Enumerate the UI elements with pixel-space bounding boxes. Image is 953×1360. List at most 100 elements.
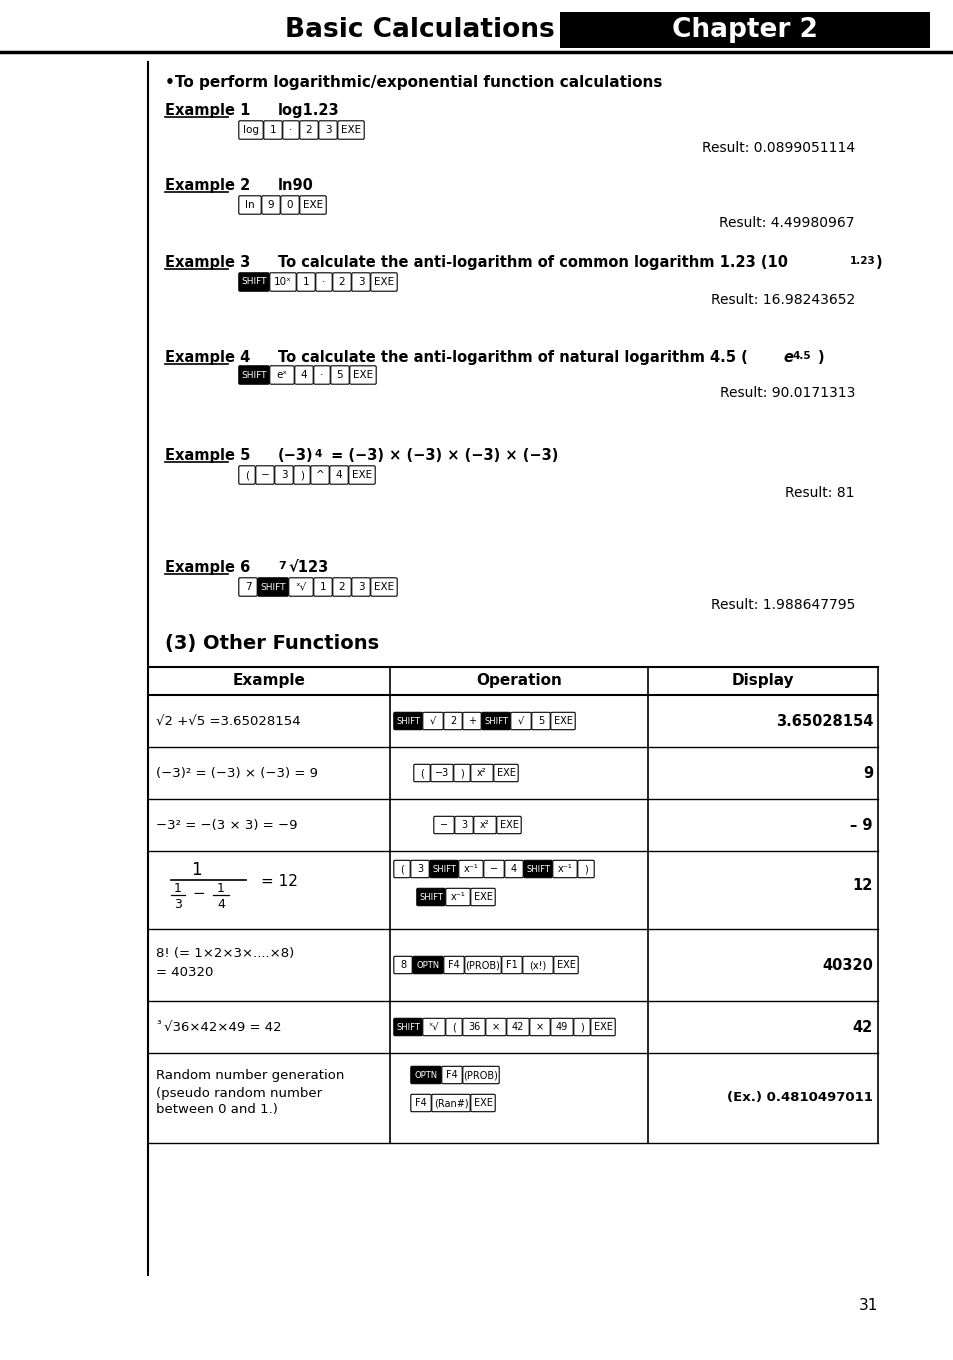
Text: SHIFT: SHIFT — [260, 582, 286, 592]
FancyBboxPatch shape — [471, 764, 493, 782]
Text: ·: · — [289, 125, 293, 135]
Text: 40320: 40320 — [821, 957, 872, 972]
FancyBboxPatch shape — [422, 713, 443, 730]
Text: x²: x² — [479, 820, 489, 830]
Text: (Ex.) 0.4810497011: (Ex.) 0.4810497011 — [726, 1092, 872, 1104]
Text: 3: 3 — [324, 125, 331, 135]
Text: 10ˣ: 10ˣ — [274, 277, 292, 287]
Text: F1: F1 — [506, 960, 517, 970]
Text: x⁻¹: x⁻¹ — [450, 892, 465, 902]
Text: Example 5: Example 5 — [165, 447, 250, 462]
Text: SHIFT: SHIFT — [418, 892, 442, 902]
Text: 5: 5 — [537, 715, 543, 726]
Text: SHIFT: SHIFT — [395, 717, 419, 725]
Text: x²: x² — [476, 768, 486, 778]
FancyBboxPatch shape — [257, 578, 288, 596]
Text: (: ( — [452, 1021, 456, 1032]
FancyBboxPatch shape — [394, 956, 412, 974]
Text: x⁻¹: x⁻¹ — [463, 864, 477, 874]
FancyBboxPatch shape — [506, 1019, 529, 1036]
Text: +: + — [468, 715, 476, 726]
Text: EXE: EXE — [374, 582, 394, 592]
Text: SHIFT: SHIFT — [241, 370, 267, 379]
FancyBboxPatch shape — [464, 956, 500, 974]
FancyBboxPatch shape — [371, 578, 396, 596]
FancyBboxPatch shape — [371, 273, 396, 291]
FancyBboxPatch shape — [504, 861, 522, 877]
Text: Basic Calculations: Basic Calculations — [285, 18, 555, 44]
Text: 3: 3 — [173, 898, 182, 910]
FancyBboxPatch shape — [352, 578, 370, 596]
FancyBboxPatch shape — [331, 366, 349, 385]
FancyBboxPatch shape — [497, 816, 520, 834]
Text: 4: 4 — [511, 864, 517, 874]
FancyBboxPatch shape — [394, 861, 410, 877]
Text: F4: F4 — [415, 1098, 426, 1108]
Text: Example 4: Example 4 — [165, 350, 250, 364]
Text: ): ) — [875, 256, 882, 271]
Text: = 12: = 12 — [261, 874, 297, 889]
Text: x⁻¹: x⁻¹ — [558, 864, 572, 874]
Text: (−3): (−3) — [277, 447, 314, 462]
Text: 3: 3 — [280, 471, 287, 480]
FancyBboxPatch shape — [481, 713, 510, 730]
Text: 42: 42 — [852, 1020, 872, 1035]
Text: Operation: Operation — [476, 673, 561, 688]
Text: (x!): (x!) — [529, 960, 546, 970]
FancyBboxPatch shape — [430, 861, 457, 877]
FancyBboxPatch shape — [264, 121, 282, 139]
Text: ·: · — [322, 277, 325, 287]
Text: −3² = −(3 × 3) = −9: −3² = −(3 × 3) = −9 — [156, 819, 297, 831]
Text: ×: × — [536, 1021, 543, 1032]
FancyBboxPatch shape — [311, 465, 329, 484]
Text: 0: 0 — [287, 200, 293, 209]
FancyBboxPatch shape — [270, 273, 295, 291]
FancyBboxPatch shape — [413, 956, 443, 974]
Text: ^: ^ — [315, 471, 324, 480]
Text: 4: 4 — [217, 898, 225, 910]
FancyBboxPatch shape — [462, 1019, 485, 1036]
FancyBboxPatch shape — [501, 956, 521, 974]
FancyBboxPatch shape — [270, 366, 294, 385]
Text: (Ran#): (Ran#) — [434, 1098, 468, 1108]
FancyBboxPatch shape — [529, 1019, 550, 1036]
Text: 1: 1 — [191, 861, 201, 879]
Text: log: log — [243, 125, 258, 135]
Text: 3: 3 — [416, 864, 422, 874]
Text: – 9: – 9 — [850, 817, 872, 832]
Text: ln: ln — [245, 200, 254, 209]
FancyBboxPatch shape — [299, 196, 326, 215]
Text: 9: 9 — [268, 200, 274, 209]
Text: EXE: EXE — [353, 370, 373, 379]
FancyBboxPatch shape — [471, 888, 495, 906]
FancyBboxPatch shape — [238, 366, 269, 385]
Text: ): ) — [579, 1021, 583, 1032]
FancyBboxPatch shape — [411, 1095, 431, 1111]
FancyBboxPatch shape — [458, 861, 482, 877]
Text: EXE: EXE — [499, 820, 517, 830]
FancyBboxPatch shape — [590, 1019, 615, 1036]
Text: SHIFT: SHIFT — [241, 277, 267, 287]
Text: ³: ³ — [156, 1020, 160, 1030]
Text: 49: 49 — [556, 1021, 568, 1032]
Text: 36: 36 — [467, 1021, 479, 1032]
FancyBboxPatch shape — [531, 713, 550, 730]
Text: 3.65028154: 3.65028154 — [775, 714, 872, 729]
Text: ·: · — [320, 370, 323, 379]
Text: 1: 1 — [217, 881, 225, 895]
Text: EXE: EXE — [593, 1021, 612, 1032]
Text: (PROB): (PROB) — [465, 960, 500, 970]
FancyBboxPatch shape — [471, 1095, 495, 1111]
FancyBboxPatch shape — [238, 465, 255, 484]
Text: ln90: ln90 — [277, 178, 314, 193]
Text: ˣ√: ˣ√ — [428, 1021, 438, 1032]
Text: To calculate the anti-logarithm of common logarithm 1.23 (10: To calculate the anti-logarithm of commo… — [277, 256, 787, 271]
FancyBboxPatch shape — [296, 273, 314, 291]
Text: 1: 1 — [302, 277, 309, 287]
Text: EXE: EXE — [556, 960, 575, 970]
Text: −: − — [439, 820, 448, 830]
Text: √: √ — [430, 715, 436, 726]
Text: 8! (= 1×2×3×....×8): 8! (= 1×2×3×....×8) — [156, 948, 294, 960]
Text: (−3)² = (−3) × (−3) = 9: (−3)² = (−3) × (−3) = 9 — [156, 767, 317, 779]
Text: 2: 2 — [305, 125, 312, 135]
